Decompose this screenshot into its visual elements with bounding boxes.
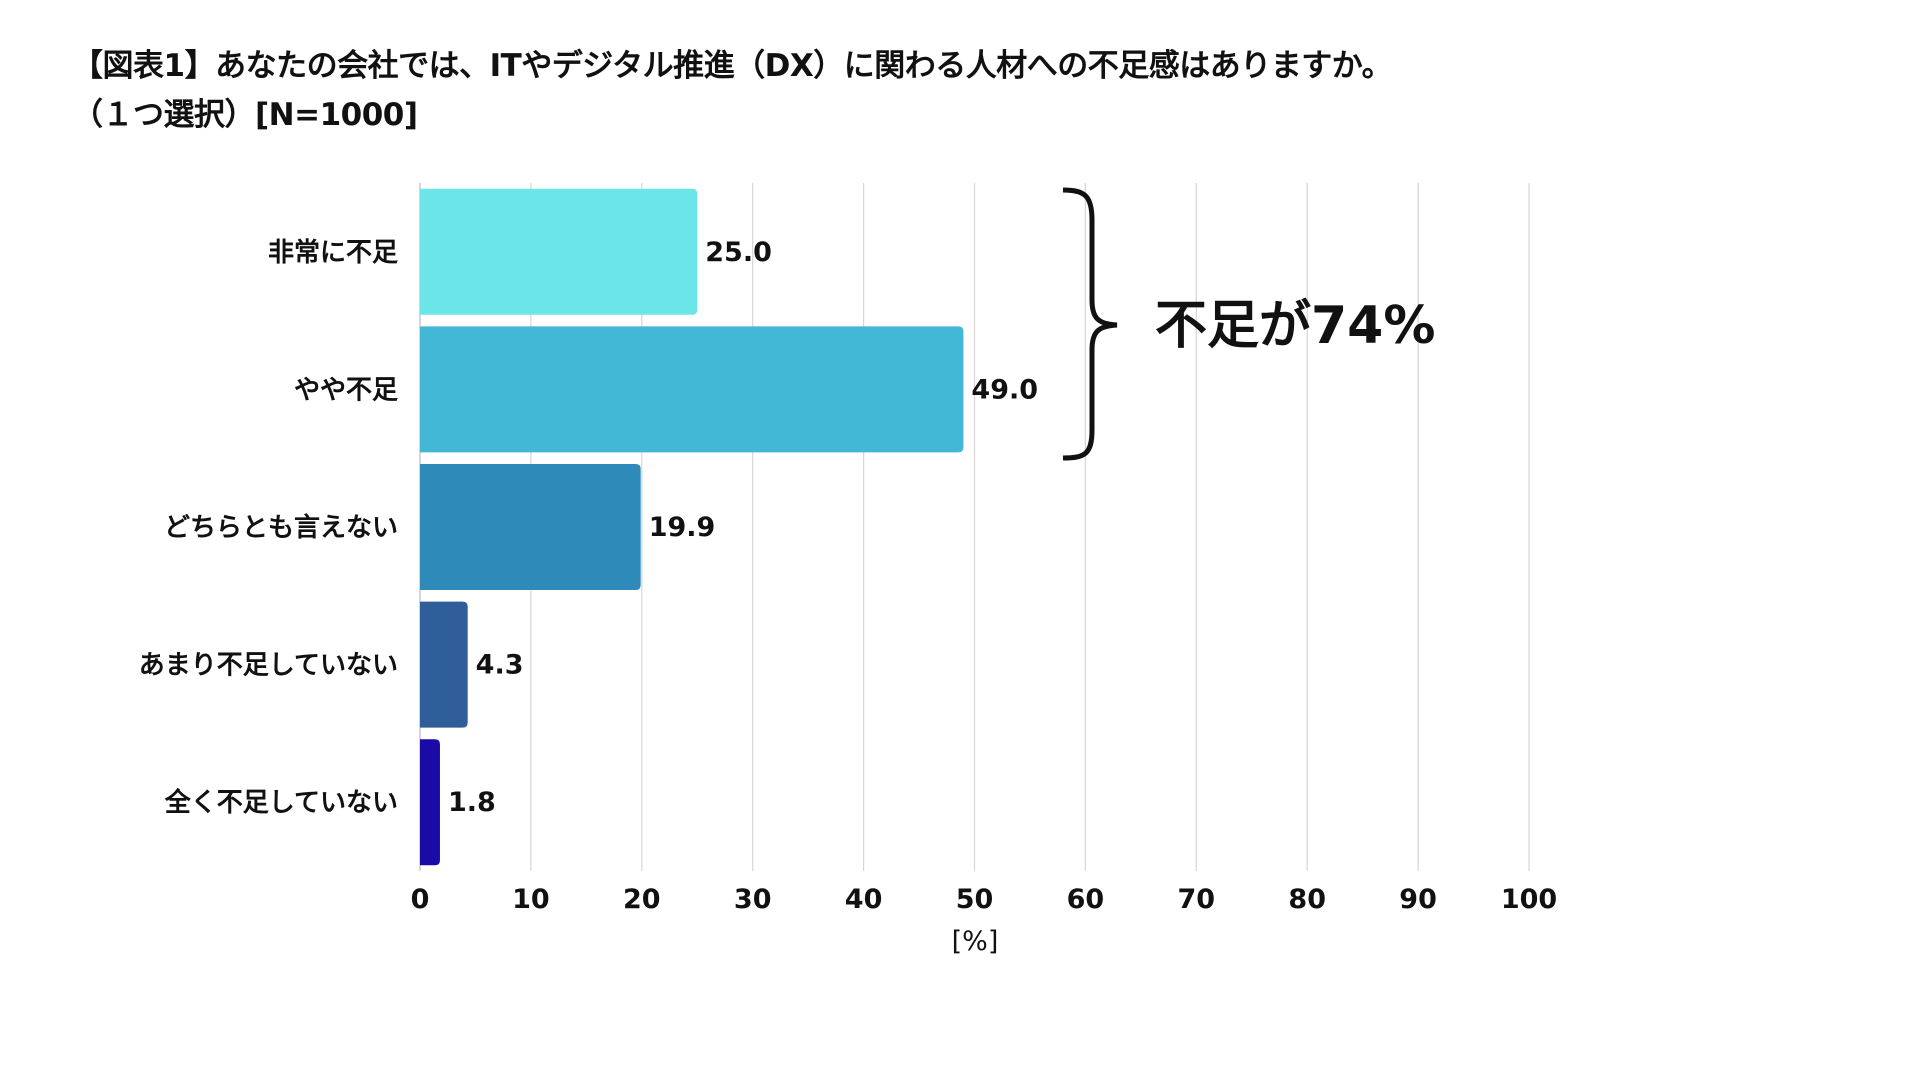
bar-value-label: 4.3 [476,650,524,681]
x-tick-label: 100 [1501,884,1557,915]
annotation-text: 不足が74% [1155,296,1435,356]
bar-value-label: 49.0 [971,374,1038,405]
bar [420,464,641,590]
category-label: あまり不足していない [139,651,398,681]
bar-value-label: 19.9 [649,512,716,543]
x-tick-label: 50 [956,884,994,915]
x-tick-label: 10 [512,884,550,915]
chart-title-line2: （１つ選択）[N=1000] [72,97,418,133]
category-label: どちらとも言えない [164,513,398,543]
x-tick-label: 0 [411,884,430,915]
bar [420,739,440,866]
bar-value-label: 1.8 [448,787,496,818]
category-label: 全く不足していない [164,787,398,818]
category-label: やや不足 [294,375,398,405]
x-tick-label: 20 [623,884,661,915]
bar [420,326,964,453]
x-axis-label: [%] [952,926,999,957]
bar-value-label: 25.0 [705,237,772,268]
x-tick-label: 60 [1067,884,1105,915]
x-tick-label: 70 [1178,884,1216,915]
x-tick-label: 90 [1399,884,1437,915]
bar [420,188,698,315]
x-tick-label: 80 [1288,884,1326,915]
x-tick-label: 30 [734,884,772,915]
annotation-brace [1062,187,1118,461]
category-label: 非常に不足 [268,238,398,268]
chart-title-line1: 【図表1】あなたの会社では、ITやデジタル推進（DX）に関わる人材への不足感はあ… [72,48,1393,84]
x-tick-label: 40 [845,884,883,915]
bar [420,601,468,728]
